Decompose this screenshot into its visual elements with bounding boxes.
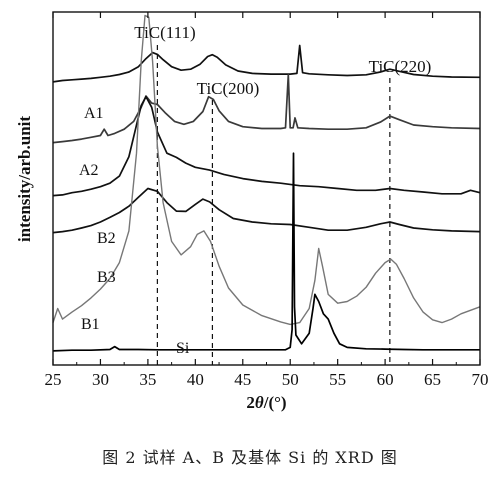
- xrd-chart: TiC(111) TiC(200) TiC(220) A1 A2 B2 B3 B1 Si 25 3…: [15, 11, 489, 412]
- series-label-si: Si: [176, 340, 190, 357]
- peak-label-tic-200: TiC(200): [197, 79, 260, 98]
- axes: 25 30 35 40 45 50 55 60 65 70 2θ/(°): [45, 11, 489, 412]
- series-line-b3: [52, 187, 481, 234]
- x-tick-label: 40: [187, 370, 204, 389]
- series-line-b2: [52, 95, 481, 197]
- peak-label-tic-220: TiC(220): [369, 57, 432, 76]
- series-label-b2: B2: [97, 230, 116, 247]
- y-axis-title: intensity/arb.unit: [15, 116, 34, 242]
- labels-layer: TiC(111) TiC(200) TiC(220) A1 A2 B2 B3 B1 Si: [79, 23, 431, 357]
- x-tick-label: 60: [377, 370, 394, 389]
- x-tick-label: 35: [139, 370, 156, 389]
- series-label-a1: A1: [84, 105, 104, 122]
- x-tick-label: 65: [424, 370, 441, 389]
- series-line-b1: [52, 14, 481, 326]
- x-axis-title: 2θ/(°): [246, 393, 286, 412]
- series-line-a2: [52, 73, 481, 144]
- series-line-si: [52, 152, 480, 352]
- series-label-b1: B1: [81, 316, 100, 333]
- series-layer: [52, 14, 481, 352]
- x-tick-label: 30: [92, 370, 109, 389]
- series-label-a2: A2: [79, 162, 99, 179]
- figure-caption: 图 2 试样 A、B 及基体 Si 的 XRD 图: [102, 448, 398, 467]
- x-tick-label: 25: [45, 370, 62, 389]
- x-tick-label: 50: [282, 370, 299, 389]
- reference-lines: [156, 45, 391, 365]
- series-line-a1: [52, 44, 481, 83]
- x-tick-label: 70: [472, 370, 489, 389]
- x-tick-label: 45: [234, 370, 251, 389]
- peak-label-tic-111: TiC(111): [134, 23, 195, 42]
- x-tick-label: 55: [329, 370, 346, 389]
- series-label-b3: B3: [97, 269, 116, 286]
